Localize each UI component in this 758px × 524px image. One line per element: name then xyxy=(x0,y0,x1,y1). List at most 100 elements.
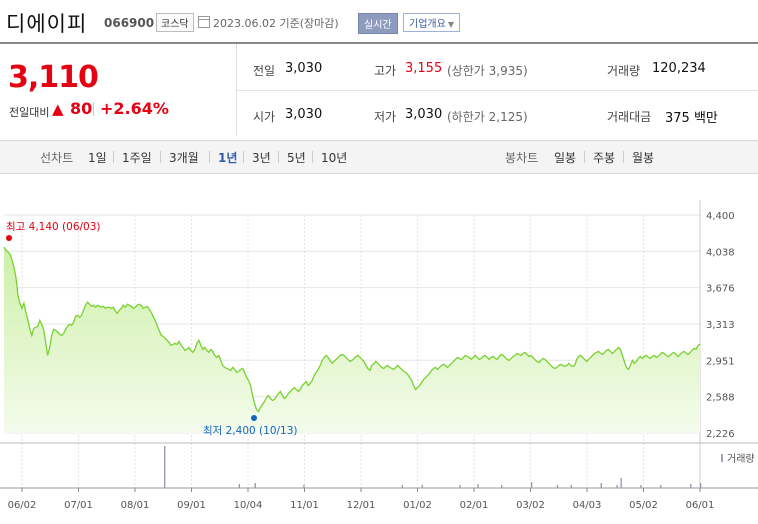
x-tick-label: 06/01 xyxy=(686,500,715,511)
period-daily[interactable]: 일봉 xyxy=(554,151,577,165)
volume-bar xyxy=(459,485,461,488)
chevron-down-icon: ▼ xyxy=(447,20,454,29)
stock-name: 디에이피 xyxy=(6,12,88,36)
volume-bar xyxy=(570,485,572,488)
market-badge: 코스닥 xyxy=(156,13,194,32)
high-annotation: 최고 4,140 (06/03) xyxy=(6,221,101,233)
period-1w[interactable]: 1주일 xyxy=(122,151,152,165)
x-tick-label: 04/03 xyxy=(573,500,602,511)
volume-bar xyxy=(501,485,503,488)
x-tick-label: 09/01 xyxy=(177,500,206,511)
y-tick-label: 2,226 xyxy=(706,429,735,440)
y-tick-label: 3,313 xyxy=(706,320,735,331)
volume-bar xyxy=(690,484,692,488)
upper-limit: (상한가 3,935) xyxy=(447,64,528,78)
realtime-button[interactable]: 실시간 xyxy=(358,13,398,34)
open-value: 3,030 xyxy=(285,107,323,122)
y-tick-label: 4,400 xyxy=(706,211,735,222)
period-5y[interactable]: 5년 xyxy=(287,151,306,165)
x-tick-label: 05/02 xyxy=(629,500,658,511)
period-10y[interactable]: 10년 xyxy=(321,151,348,165)
x-tick-label: 07/01 xyxy=(64,500,93,511)
x-tick-label: 06/02 xyxy=(8,500,37,511)
period-monthly[interactable]: 월봉 xyxy=(632,151,655,165)
volume-bar xyxy=(401,485,403,488)
x-tick-label: 12/01 xyxy=(347,500,376,511)
volume-bar xyxy=(556,485,559,488)
stock-header: 디에이피 066900 코스닥 2023.06.02 기준(장마감) 실시간 기… xyxy=(0,0,758,44)
low-label: 저가 xyxy=(374,110,397,124)
y-tick-label: 2,588 xyxy=(706,393,735,404)
volume-legend: 거래량 xyxy=(727,453,755,465)
period-divider xyxy=(113,151,114,163)
period-divider xyxy=(278,151,279,163)
period-1y[interactable]: 1년 xyxy=(218,151,238,165)
price-area xyxy=(4,247,700,433)
volume-bar xyxy=(640,485,642,488)
stock-code: 066900 xyxy=(104,16,155,30)
period-divider xyxy=(243,151,244,163)
period-divider xyxy=(209,151,210,163)
period-weekly[interactable]: 주봉 xyxy=(593,151,616,165)
price-line xyxy=(3,246,701,413)
volume-bar xyxy=(620,478,622,488)
volume-bar xyxy=(660,485,662,488)
company-overview-label: 기업개요 xyxy=(409,19,446,30)
change-value: 80 xyxy=(70,99,93,118)
volume-label: 거래량 xyxy=(607,64,641,78)
x-tick-label: 11/01 xyxy=(290,500,319,511)
up-arrow-icon: ▲ xyxy=(52,100,64,118)
x-tick-label: 10/04 xyxy=(234,500,263,511)
period-3m[interactable]: 3개월 xyxy=(169,151,199,165)
change-percent: +2.64% xyxy=(100,99,169,118)
volume-bar xyxy=(254,483,256,488)
period-3y[interactable]: 3년 xyxy=(252,151,271,165)
high-value: 3,155 xyxy=(405,61,443,76)
low-annotation: 최저 2,400 (10/13) xyxy=(203,425,298,437)
y-tick-label: 4,038 xyxy=(706,247,735,258)
x-tick-label: 08/01 xyxy=(121,500,150,511)
quote-date: 2023.06.02 기준(장마감) xyxy=(213,17,339,30)
prev-close-value: 3,030 xyxy=(285,61,323,76)
change-label: 전일대비 xyxy=(9,106,50,119)
line-chart-label: 선차트 xyxy=(40,151,74,165)
period-divider xyxy=(623,151,624,163)
period-1d[interactable]: 1일 xyxy=(88,151,107,165)
volume-bar xyxy=(700,483,702,488)
x-tick-label: 01/02 xyxy=(403,500,432,511)
volume-bar xyxy=(531,482,533,488)
period-divider xyxy=(312,151,313,163)
trade-amount-label: 거래대금 xyxy=(607,110,652,124)
y-tick-label: 2,951 xyxy=(706,356,735,367)
current-price: 3,110 xyxy=(8,60,99,95)
volume-bar xyxy=(238,484,240,488)
volume-bar xyxy=(600,483,602,488)
candle-chart-label: 봉차트 xyxy=(505,151,539,165)
trade-amount-value: 375 백만 xyxy=(665,111,718,126)
low-marker xyxy=(251,415,257,421)
period-bar: 선차트 1일 1주일 3개월 1년 3년 5년 10년 봉차트 일봉 주봉 월봉 xyxy=(0,140,758,174)
header-divider xyxy=(0,42,758,44)
company-overview-button[interactable]: 기업개요 ▼ xyxy=(403,13,460,32)
volume-bar xyxy=(616,485,618,488)
volume-bar xyxy=(303,485,305,488)
lower-limit: (하한가 2,125) xyxy=(447,110,528,124)
high-label: 고가 xyxy=(374,64,397,78)
high-marker xyxy=(6,235,12,241)
prev-close-label: 전일 xyxy=(253,64,276,78)
x-tick-label: 03/02 xyxy=(516,500,545,511)
period-divider xyxy=(584,151,585,163)
y-tick-label: 3,676 xyxy=(706,284,735,295)
low-value: 3,030 xyxy=(405,107,443,122)
volume-bar xyxy=(164,446,166,488)
price-chart-svg: 4,400 4,038 3,676 3,313 2,951 2,588 2,226 06/0… xyxy=(0,200,758,511)
volume-bar xyxy=(421,485,423,488)
x-tick-label: 02/01 xyxy=(460,500,489,511)
price-chart: 4,400 4,038 3,676 3,313 2,951 2,588 2,226 06/0… xyxy=(0,176,758,520)
open-label: 시가 xyxy=(253,110,276,124)
volume-value: 120,234 xyxy=(652,61,706,76)
volume-legend-marker xyxy=(721,454,723,462)
volume-bar xyxy=(477,484,479,488)
quote-panel: 3,110 전일대비 ▲ 80 +2.64% 전일 3,030 고가 3,155… xyxy=(0,44,758,136)
period-divider xyxy=(160,151,161,163)
